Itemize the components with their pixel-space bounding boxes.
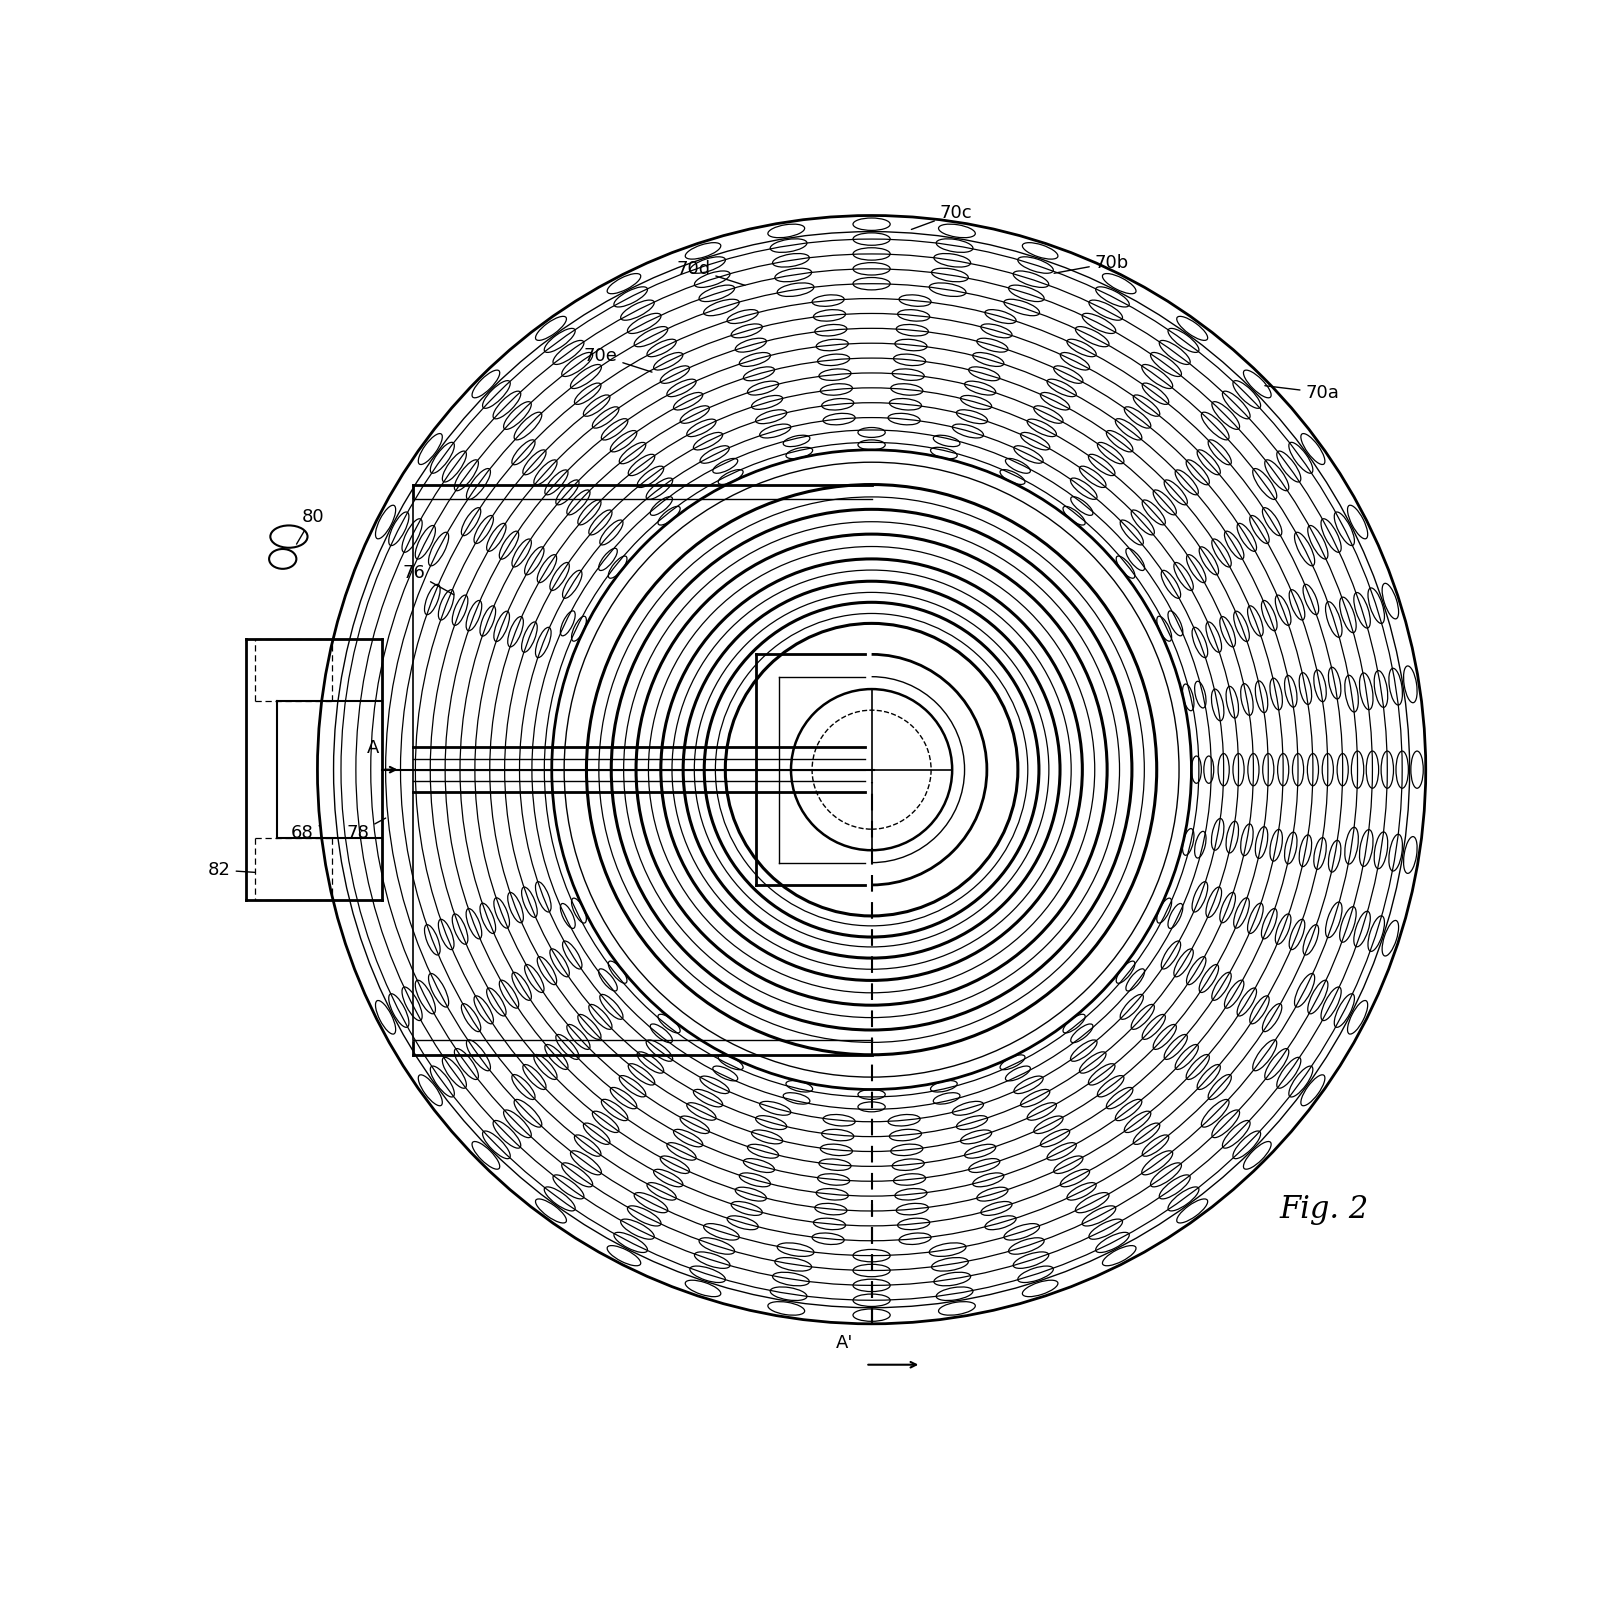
Text: A': A' [835,1335,853,1352]
Text: 70b: 70b [1054,254,1130,274]
Text: 76: 76 [402,564,454,594]
Text: 78: 78 [347,818,386,842]
Text: Fig. 2: Fig. 2 [1280,1195,1369,1225]
Text: 70a: 70a [1265,383,1340,402]
Text: 80: 80 [297,507,323,544]
Text: A: A [367,739,380,757]
Text: 82: 82 [208,861,255,879]
Text: 70e: 70e [583,346,651,372]
Text: 70d: 70d [677,259,745,285]
Text: 68: 68 [291,824,320,842]
Text: 70c: 70c [911,204,973,230]
